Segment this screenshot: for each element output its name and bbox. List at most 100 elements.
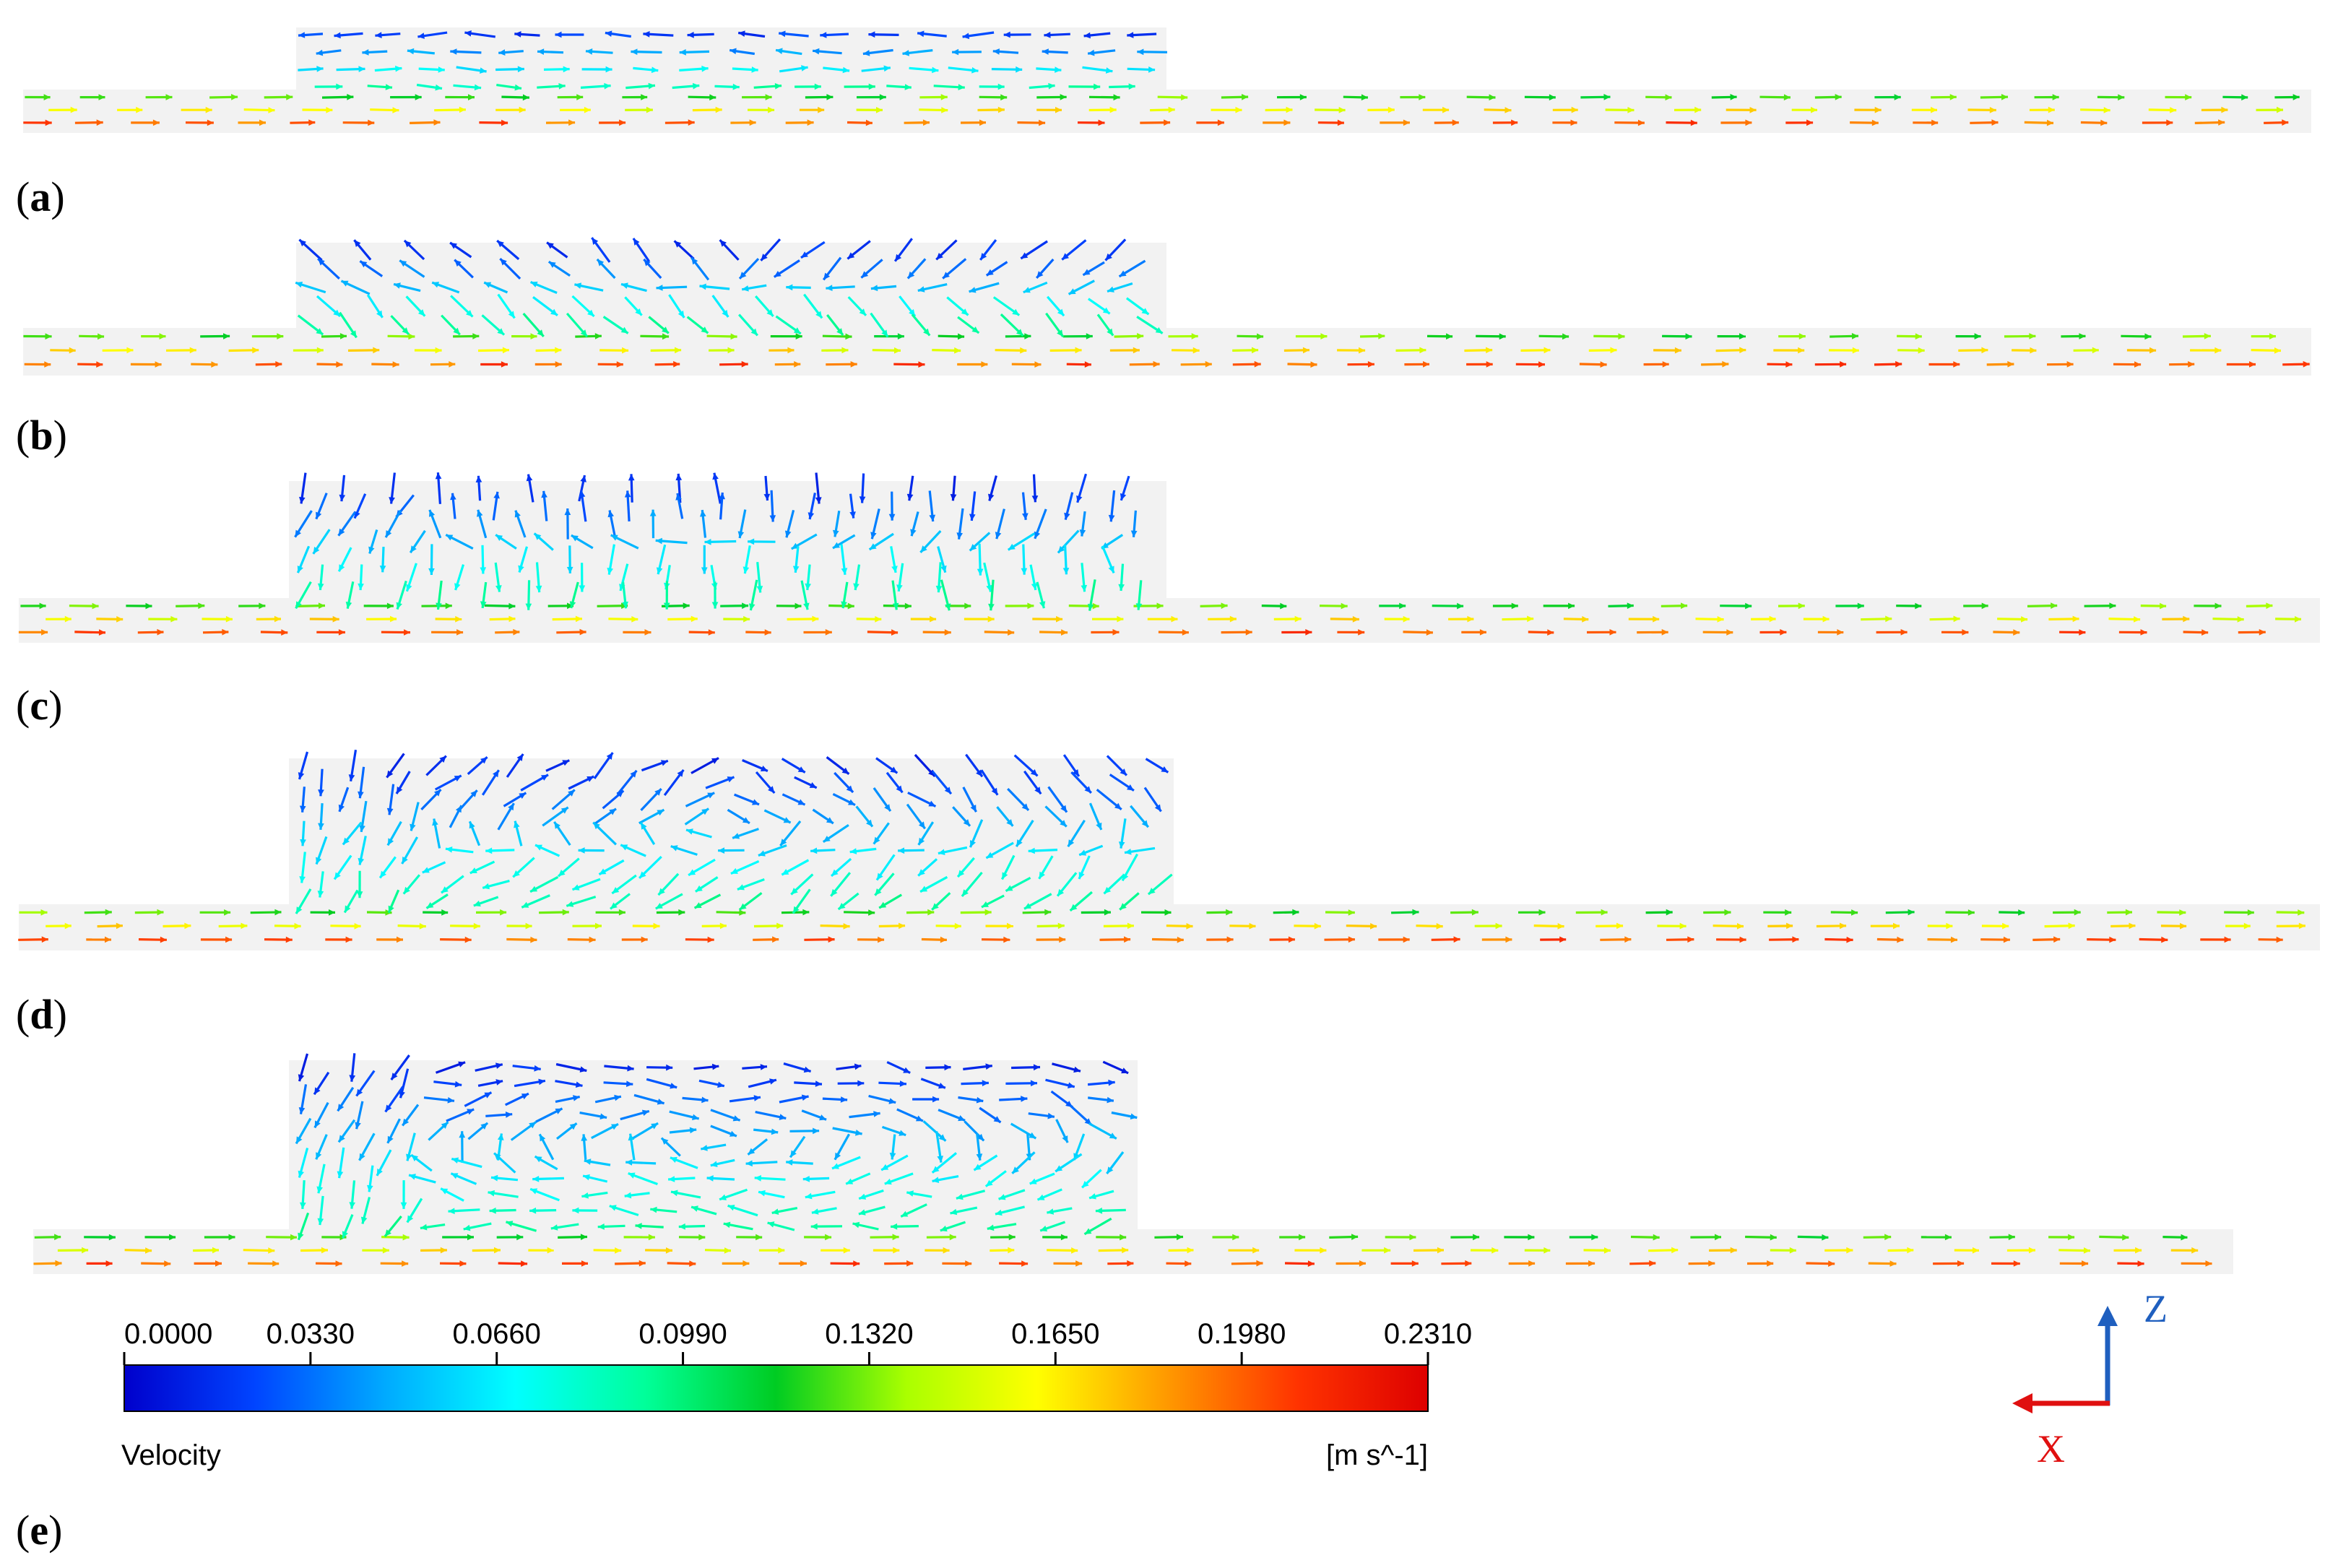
velocity-arrow-head [1059, 936, 1066, 943]
velocity-arrow-head [740, 272, 747, 279]
velocity-arrow-head [1603, 1247, 1611, 1254]
velocity-arrow-head [2109, 602, 2116, 610]
velocity-arrow-head [298, 1232, 304, 1240]
panel-label-close: ) [48, 1507, 62, 1554]
velocity-arrow-head [508, 311, 515, 319]
velocity-arrow-head [768, 106, 775, 113]
velocity-arrow-head [938, 1083, 945, 1089]
velocity-arrow-head [547, 242, 554, 249]
velocity-arrow-head [1305, 629, 1312, 636]
velocity-arrow-head [2002, 922, 2009, 930]
velocity-arrow-head [954, 922, 961, 930]
velocity-arrow-head [316, 328, 324, 335]
velocity-arrow-head [881, 329, 888, 337]
velocity-arrow-head [560, 807, 568, 814]
velocity-arrow-head [459, 1260, 467, 1267]
velocity-arrow-head [1029, 1178, 1037, 1184]
velocity-arrow-head [711, 602, 719, 609]
velocity-arrow-head [1154, 804, 1161, 812]
velocity-arrow-head [1299, 1234, 1306, 1241]
velocity-arrow-head [805, 583, 811, 590]
velocity-arrow-head [389, 497, 395, 504]
velocity-arrow-head [98, 629, 105, 636]
velocity-arrow-head [1108, 514, 1115, 522]
velocity-arrow-head [450, 48, 457, 55]
velocity-arrow-head [808, 512, 815, 519]
velocity-arrow-head [96, 119, 103, 126]
velocity-arrow-head [1348, 909, 1355, 916]
velocity-arrow-head [1981, 602, 1988, 610]
velocity-arrow-head [891, 1223, 898, 1230]
velocity-arrow-head [1021, 1096, 1028, 1102]
velocity-arrow-head [446, 534, 454, 541]
velocity-arrow-head [2277, 106, 2283, 113]
velocity-arrow-head [819, 1114, 827, 1121]
velocity-arrow-head [1120, 493, 1127, 501]
velocity-arrow-head [1135, 603, 1143, 610]
colorbar-tick-label: 0.0000 [124, 1318, 212, 1350]
velocity-arrow-head [890, 766, 898, 774]
velocity-arrow-head [1062, 568, 1070, 575]
velocity-arrow-head [794, 361, 801, 368]
velocity-arrow-head [165, 94, 173, 100]
velocity-arrow-head [1618, 333, 1625, 340]
velocity-arrows [18, 750, 2305, 943]
velocity-arrow-head [896, 785, 903, 793]
velocity-arrow-head [1378, 333, 1385, 339]
velocity-arrow-head [1079, 849, 1087, 856]
velocity-arrow-head [711, 1063, 719, 1070]
velocity-arrow-head [337, 1104, 345, 1112]
velocity-arrow-head [1403, 119, 1410, 126]
velocity-arrow-head [1047, 1208, 1055, 1215]
panel-label-open: ( [16, 412, 30, 459]
velocity-arrow-head [157, 628, 164, 636]
velocity-arrow-head [508, 615, 516, 623]
velocity-arrow-head [724, 1247, 731, 1254]
velocity-arrow-head [1627, 107, 1635, 113]
velocity-arrow-head [349, 1075, 356, 1082]
velocity-arrow-head [971, 326, 979, 333]
velocity-arrow-head [606, 753, 613, 760]
velocity-arrow-head [2079, 333, 2086, 339]
velocity-arrow-head [69, 347, 76, 354]
velocity-arrow-head [841, 767, 849, 774]
velocity-arrow-head [2160, 602, 2167, 610]
velocity-arrow-head [2303, 360, 2310, 368]
velocity-arrow-head [1624, 936, 1632, 943]
velocity-arrow-head [2118, 94, 2125, 101]
velocity-arrow-head [145, 602, 152, 610]
velocity-arrow-head [704, 539, 711, 545]
velocity-arrow-head [2266, 602, 2273, 610]
velocity-arrow-head [793, 327, 801, 334]
velocity-arrow-head [1915, 333, 1922, 340]
velocity-arrow-head [1690, 119, 1697, 126]
velocity-arrow-head [1191, 333, 1198, 339]
velocity-arrow-head [491, 1174, 498, 1182]
velocity-arrow-head [1320, 333, 1328, 339]
velocity-arrow-head [314, 1120, 321, 1128]
velocity-arrow-head [2052, 94, 2059, 100]
velocity-arrow-head [272, 1260, 280, 1267]
velocity-arrow-head [795, 602, 802, 610]
velocity-arrow-head [739, 909, 746, 916]
velocity-arrow-head [1616, 922, 1624, 930]
panel-label: (e) [16, 1507, 62, 1554]
velocity-arrow-head [917, 30, 925, 38]
panel-label-open: ( [16, 173, 30, 220]
velocity-arrow-head [1148, 66, 1156, 73]
velocity-arrow-head [833, 529, 839, 537]
velocity-arrow-head [2122, 1234, 2129, 1241]
velocity-arrow-head [1745, 119, 1752, 126]
velocity-arrow-head [691, 257, 698, 265]
velocity-arrow-head [1104, 909, 1111, 916]
velocity-arrow-head [532, 1176, 540, 1182]
velocity-arrow-head [241, 922, 248, 930]
velocity-arrow-head [950, 494, 957, 501]
velocity-arrow-head [970, 840, 976, 848]
velocity-arrow-head [687, 32, 694, 38]
velocity-arrow-head [815, 1080, 822, 1087]
velocity-arrow-head [580, 329, 587, 337]
velocity-arrow-head [359, 825, 365, 832]
velocity-arrow-head [397, 787, 403, 794]
velocity-arrow-head [198, 602, 205, 610]
